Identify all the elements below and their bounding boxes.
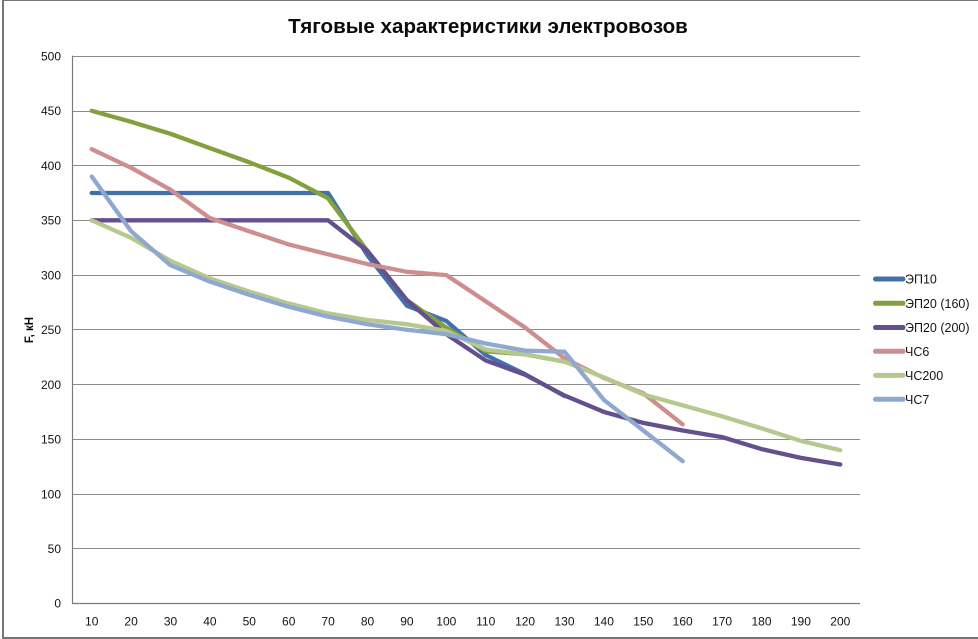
svg-text:250: 250: [41, 323, 61, 337]
svg-text:130: 130: [554, 615, 574, 629]
svg-text:ЭП10: ЭП10: [905, 273, 937, 287]
svg-text:110: 110: [476, 615, 495, 629]
svg-text:F, кН: F, кН: [24, 317, 36, 343]
svg-text:200: 200: [41, 378, 61, 392]
svg-text:180: 180: [751, 615, 771, 629]
svg-text:80: 80: [361, 615, 375, 629]
svg-text:140: 140: [594, 615, 614, 629]
svg-text:100: 100: [41, 487, 61, 501]
svg-text:150: 150: [633, 615, 653, 629]
svg-text:200: 200: [830, 615, 850, 629]
svg-text:160: 160: [673, 615, 693, 629]
svg-text:ЧС200: ЧС200: [905, 369, 943, 383]
svg-text:190: 190: [791, 615, 811, 629]
svg-text:ЭП20 (160): ЭП20 (160): [905, 297, 970, 311]
svg-text:100: 100: [436, 615, 456, 629]
svg-text:50: 50: [48, 542, 62, 556]
svg-text:150: 150: [41, 433, 61, 447]
svg-text:Тяговые характеристики электро: Тяговые характеристики электровозов: [288, 15, 688, 38]
svg-text:30: 30: [164, 615, 178, 629]
svg-text:ЧС6: ЧС6: [905, 345, 929, 359]
svg-text:60: 60: [282, 615, 296, 629]
svg-text:350: 350: [41, 214, 61, 228]
svg-text:ЭП20 (200): ЭП20 (200): [905, 321, 970, 335]
svg-text:400: 400: [41, 159, 61, 173]
svg-text:500: 500: [41, 49, 61, 63]
svg-text:0: 0: [54, 597, 61, 611]
svg-text:40: 40: [203, 615, 217, 629]
svg-text:450: 450: [41, 104, 61, 118]
svg-text:20: 20: [124, 615, 138, 629]
svg-text:170: 170: [712, 615, 732, 629]
svg-text:70: 70: [321, 615, 335, 629]
svg-text:10: 10: [85, 615, 99, 629]
svg-text:ЧС7: ЧС7: [905, 393, 929, 407]
svg-text:120: 120: [515, 615, 535, 629]
svg-text:90: 90: [400, 615, 414, 629]
svg-text:50: 50: [243, 615, 257, 629]
svg-text:300: 300: [41, 268, 61, 282]
